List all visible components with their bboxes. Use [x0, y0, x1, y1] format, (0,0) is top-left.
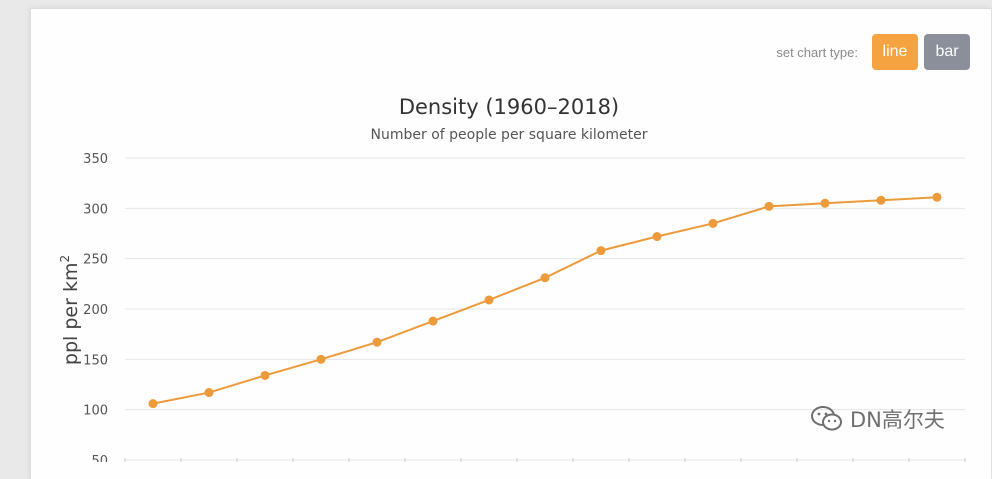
line-chart: 50 100 150 200 250 300 350 ppl per km2 [58, 152, 966, 462]
bar-chart-button[interactable]: bar [924, 34, 970, 70]
y-tick-label: 250 [83, 253, 108, 268]
data-point [372, 337, 382, 347]
wechat-icon [811, 406, 842, 431]
y-tick-label: 100 [83, 404, 108, 419]
y-axis-label: ppl per km2 [58, 255, 82, 365]
data-point [204, 388, 214, 398]
y-tick-label: 50 [91, 454, 108, 462]
data-point [764, 201, 774, 211]
line-chart-button[interactable]: line [872, 34, 918, 70]
chart-card [30, 8, 991, 479]
data-point [148, 399, 158, 409]
data-point [428, 316, 438, 326]
chart-type-label: set chart type: [776, 44, 858, 60]
data-point [876, 195, 886, 205]
data-point [820, 198, 830, 208]
data-point [540, 273, 550, 283]
data-point [484, 295, 494, 305]
data-point [316, 354, 326, 364]
chart-type-controls: set chart type: line bar [776, 34, 970, 70]
data-point [260, 370, 270, 380]
chart-subtitle: Number of people per square kilometer [370, 127, 648, 143]
y-tick-label: 350 [83, 152, 108, 167]
y-tick-label: 300 [83, 202, 108, 217]
y-tick-label: 150 [83, 353, 108, 368]
data-point [708, 218, 718, 228]
watermark: DN高尔夫 [810, 404, 945, 434]
y-tick-label: 200 [83, 303, 108, 318]
chart-title: Density (1960–2018) [398, 95, 620, 119]
data-point [652, 232, 662, 242]
data-point [596, 246, 606, 256]
data-point [932, 192, 942, 202]
series-line [152, 196, 938, 405]
watermark-text: DN高尔夫 [850, 408, 945, 432]
